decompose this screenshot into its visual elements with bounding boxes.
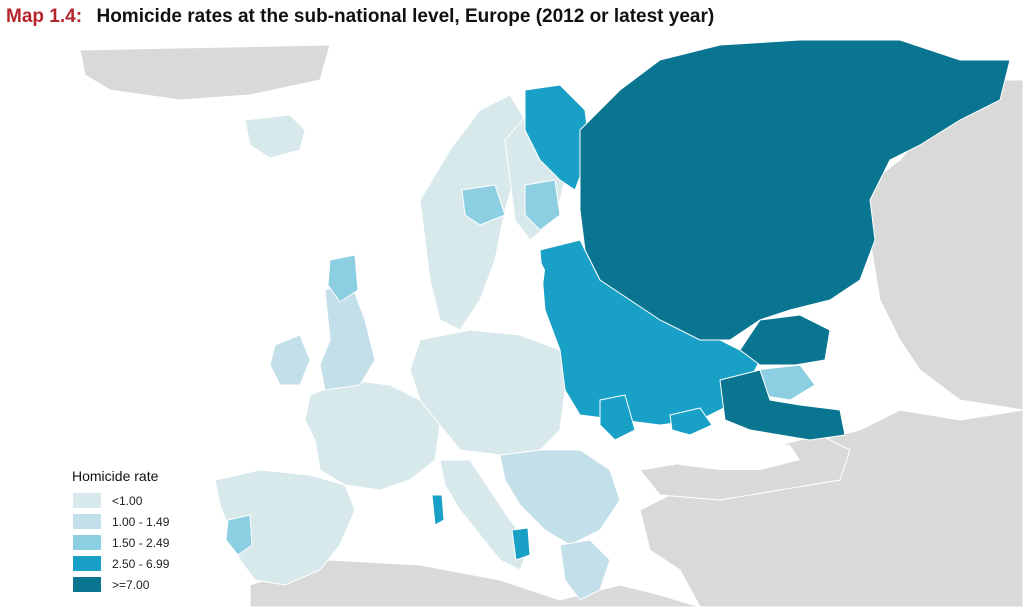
crimea-region	[669, 407, 713, 436]
region-group-1-149	[269, 279, 621, 601]
legend-item: >=7.00	[72, 576, 232, 593]
baltic-sea	[505, 240, 545, 325]
seas	[505, 240, 895, 470]
karelia-region	[524, 84, 591, 191]
legend-title: Homicide rate	[72, 468, 159, 484]
caucasus-north-region	[719, 369, 846, 441]
russia-west-region	[579, 40, 1011, 341]
map-title-text: Homicide rates at the sub-national level…	[96, 6, 715, 27]
russia-south-region	[739, 314, 831, 366]
map-legend: Homicide rate <1.00 1.00 - 1.49 1.50 - 2…	[72, 468, 232, 597]
sweden-north-region	[524, 179, 561, 231]
legend-item: 1.00 - 1.49	[72, 513, 232, 530]
map-number-label: Map 1.4:	[6, 6, 83, 27]
map-area	[0, 40, 1023, 607]
greece-region	[559, 539, 611, 601]
legend-swatch	[72, 576, 102, 593]
france-region	[304, 379, 441, 491]
region-group-150-249	[225, 179, 816, 556]
legend-label: 2.50 - 6.99	[112, 556, 170, 571]
legend-swatch	[72, 555, 102, 572]
legend-item: <1.00	[72, 492, 232, 509]
italy-region	[439, 459, 531, 571]
region-group-lt1	[214, 94, 566, 586]
legend-label: 1.00 - 1.49	[112, 514, 170, 529]
legend-label: >=7.00	[112, 577, 150, 592]
region-group-ge7	[579, 40, 1011, 441]
legend-swatch	[72, 492, 102, 509]
portugal-south-region	[225, 514, 253, 556]
europe-map	[79, 40, 1023, 607]
scotland-region	[327, 254, 359, 303]
legend-swatch	[72, 534, 102, 551]
region-group-250-699	[431, 84, 921, 561]
balkans-region	[499, 449, 621, 546]
calabria-region	[511, 527, 531, 561]
great-britain-region	[319, 279, 376, 391]
greenland-land	[79, 44, 331, 101]
legend-swatch	[72, 513, 102, 530]
iceland-region	[244, 114, 306, 159]
caspian-sea	[850, 300, 895, 410]
norway-interior-region	[461, 184, 506, 226]
ireland-region	[269, 334, 311, 386]
corsica-region	[431, 494, 445, 526]
legend-label: 1.50 - 2.49	[112, 535, 170, 550]
legend-label: <1.00	[112, 493, 143, 508]
black-sea	[650, 435, 800, 470]
moldova-region	[599, 394, 636, 441]
legend-item: 2.50 - 6.99	[72, 555, 232, 572]
legend-item: 1.50 - 2.49	[72, 534, 232, 551]
map-title: Map 1.4: Homicide rates at the sub-natio…	[6, 6, 714, 34]
